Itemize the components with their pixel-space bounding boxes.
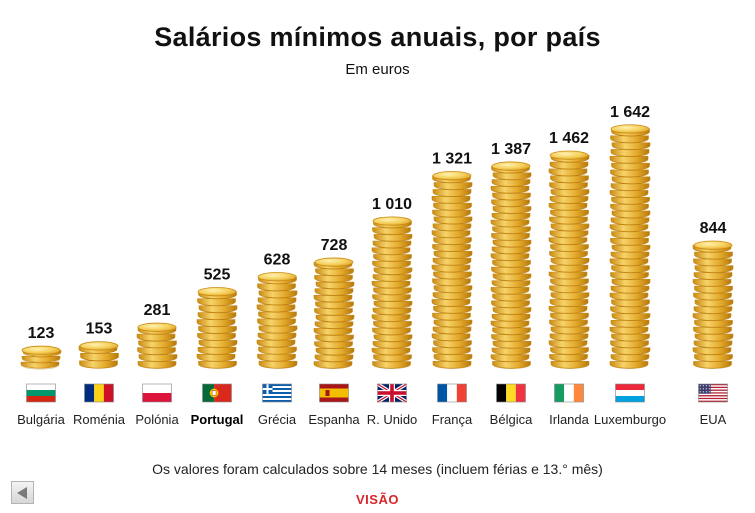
chart-subtitle: Em euros [345,61,410,78]
coin-stack-bar [371,216,413,369]
value-label: 281 [144,302,171,319]
spain-flag-icon [319,383,349,403]
belgium-flag-icon [496,383,526,403]
coin-stack-bar [136,322,178,369]
bulgaria-flag-icon [26,383,56,403]
footnote: Os valores foram calculados sobre 14 mes… [152,461,603,477]
portugal-flag-icon [202,383,232,403]
coin-stack-bar [313,257,355,369]
usa-flag-icon [698,383,728,403]
country-label: Bulgária [17,412,65,427]
chart-title: Salários mínimos anuais, por país [154,22,601,52]
value-label: 525 [204,267,231,284]
coin-stack-bar [692,240,734,369]
value-label: 1 642 [610,104,650,121]
coin-stack-bar [609,124,651,369]
country-label: Irlanda [549,412,590,427]
brand-logo: VISÃO [356,492,399,507]
france-flag-icon [437,383,467,403]
value-label: 153 [86,321,113,338]
poland-flag-icon [142,383,172,403]
value-label: 123 [28,325,55,342]
coin-stack-bar [548,150,590,369]
country-label: Luxemburgo [594,412,666,427]
country-label: França [432,412,473,427]
romania-flag-icon [84,383,114,403]
country-label: Portugal [191,412,244,427]
greece-flag-icon [262,383,292,403]
coin-stack-bar [196,287,238,369]
value-label: 728 [321,237,348,254]
coin-stack-bar [431,171,473,369]
country-label: Espanha [308,412,360,427]
uk-flag-icon [376,382,408,404]
country-label: Polónia [135,412,179,427]
coin-stack-bar [78,341,119,369]
value-label: 628 [264,252,291,269]
coin-stack-bar [20,345,62,370]
value-label: 1 462 [549,130,589,147]
back-button[interactable] [11,481,34,504]
country-label: Grécia [258,412,297,427]
ireland-flag-icon [554,383,584,403]
country-label: R. Unido [367,412,418,427]
coin-stack-bar [256,272,298,369]
coin-stack-bar [490,161,532,369]
country-label: EUA [700,412,727,427]
country-label: Roménia [73,412,126,427]
value-label: 844 [700,220,727,237]
value-label: 1 010 [372,196,412,213]
value-label: 1 387 [491,141,531,158]
luxembourg-flag-icon [615,383,645,403]
left-arrow-icon [17,487,27,499]
country-label: Bélgica [490,412,533,427]
value-label: 1 321 [432,151,472,168]
